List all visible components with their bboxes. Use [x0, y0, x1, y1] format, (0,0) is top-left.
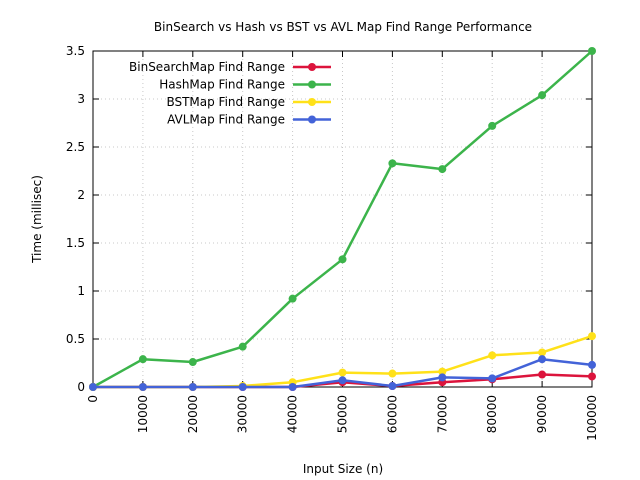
x-axis-label: Input Size (n): [303, 462, 383, 476]
legend-label: HashMap Find Range: [159, 78, 285, 92]
data-point: [538, 355, 547, 364]
data-point: [588, 372, 596, 381]
series-layer: [89, 47, 596, 391]
data-point: [438, 373, 447, 382]
series-3: [89, 355, 596, 391]
data-point: [588, 47, 596, 55]
data-point: [538, 370, 547, 379]
x-tick-label: 0: [86, 395, 100, 403]
y-tick-labels: 0 0.5 1 1.5 2 2.5 3 3.5: [66, 44, 85, 394]
data-point: [188, 383, 197, 391]
legend-label: BSTMap Find Range: [166, 95, 285, 109]
data-point: [138, 383, 147, 391]
x-tick-label: 70000: [435, 395, 449, 433]
y-tick-label: 2: [77, 188, 85, 202]
data-point: [238, 383, 247, 391]
y-tick-label: 0.5: [66, 332, 85, 346]
data-point: [188, 358, 197, 367]
grid: [93, 51, 592, 387]
data-point: [288, 294, 297, 303]
data-point: [388, 159, 397, 168]
legend-marker: [308, 115, 316, 124]
data-point: [238, 342, 247, 351]
legend-label: BinSearchMap Find Range: [129, 60, 285, 74]
legend-marker: [308, 98, 316, 106]
chart-title: BinSearch vs Hash vs BST vs AVL Map Find…: [154, 20, 532, 34]
x-tick-label: 60000: [385, 395, 399, 433]
data-point: [538, 348, 547, 357]
data-point: [388, 369, 397, 378]
x-tick-label: 50000: [336, 395, 350, 433]
data-point: [338, 368, 347, 377]
x-tick-label: 20000: [186, 395, 200, 433]
y-tick-label: 3.5: [66, 44, 85, 58]
y-tick-label: 3: [77, 92, 85, 106]
y-tick-label: 1: [77, 284, 85, 298]
data-point: [488, 374, 497, 383]
legend-marker: [308, 80, 316, 89]
data-point: [388, 382, 397, 391]
y-tick-label: 2.5: [66, 140, 85, 154]
legend-label: AVLMap Find Range: [167, 113, 285, 127]
x-tick-label: 40000: [286, 395, 300, 433]
x-tick-label: 100000: [585, 395, 599, 441]
y-tick-label: 1.5: [66, 236, 85, 250]
data-point: [89, 383, 97, 391]
data-point: [588, 332, 596, 341]
y-tick-label: 0: [77, 380, 85, 394]
data-point: [138, 355, 147, 364]
x-tick-label: 30000: [236, 395, 250, 433]
data-point: [288, 383, 297, 391]
data-point: [338, 255, 347, 264]
legend: BinSearchMap Find Range HashMap Find Rang…: [129, 60, 331, 127]
legend-marker: [308, 63, 316, 71]
data-point: [488, 351, 497, 360]
x-tick-labels: 0 10000 20000 30000 40000 50000 60000 70000 8000…: [86, 395, 599, 441]
x-tick-label: 10000: [136, 395, 150, 433]
data-point: [438, 165, 447, 174]
data-point: [538, 91, 547, 100]
y-axis-label: Time (millisec): [30, 175, 44, 264]
x-tick-label: 80000: [485, 395, 499, 433]
x-tick-label: 90000: [535, 395, 549, 433]
data-point: [438, 367, 447, 376]
data-point: [488, 121, 497, 130]
data-point: [338, 376, 347, 385]
data-point: [588, 360, 596, 369]
